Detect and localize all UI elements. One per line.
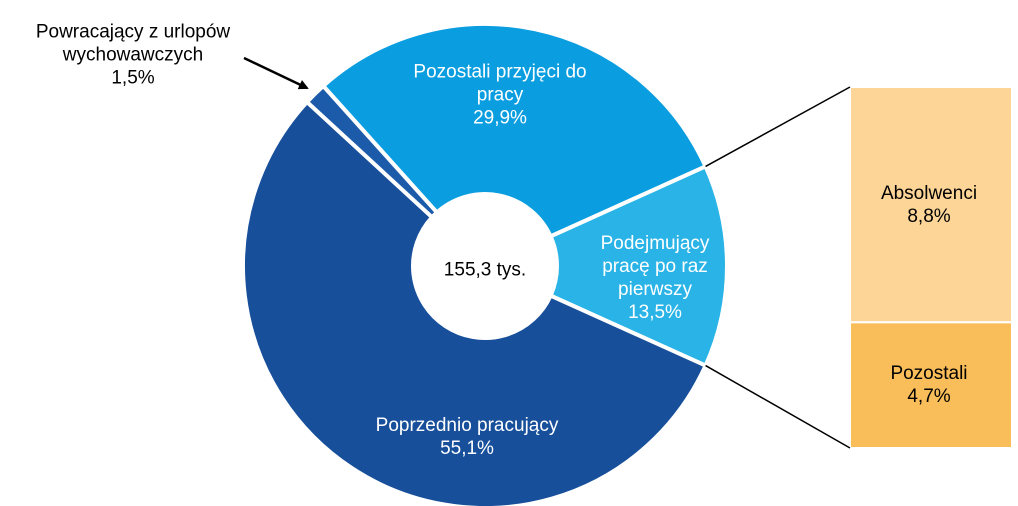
breakdown-label-text: 8,8% bbox=[907, 205, 951, 227]
slice-label-text: 55,1% bbox=[440, 438, 494, 459]
connector-line bbox=[705, 364, 851, 449]
slice-label: Pozostali przyjęci do pracy 29,9% bbox=[400, 61, 600, 130]
annotation-arrow bbox=[243, 56, 309, 90]
slice-label-text: 13,5% bbox=[628, 302, 682, 323]
center-label: 155,3 tys. bbox=[444, 259, 526, 282]
pie-slice bbox=[547, 163, 729, 369]
pie-slice bbox=[304, 83, 440, 221]
slice-label-text: Pozostali przyjęci do pracy bbox=[413, 61, 587, 106]
pie-slice bbox=[241, 99, 709, 506]
slice-label: Podejmujący pracę po raz pierwszy 13,5% bbox=[580, 232, 730, 324]
breakdown-bar bbox=[849, 321, 1013, 449]
slice-label: Poprzednio pracujący 55,1% bbox=[317, 414, 617, 460]
breakdown-label-text: 4,7% bbox=[907, 386, 951, 408]
connector-line bbox=[705, 86, 851, 168]
breakdown-label-text: Absolwenci bbox=[880, 182, 978, 204]
slice-label-text: Poprzednio pracujący bbox=[375, 415, 559, 436]
slice-label-text: Podejmujący pracę po raz pierwszy bbox=[600, 233, 710, 300]
breakdown-label: Absolwenci 8,8% bbox=[854, 182, 1004, 228]
slice-label: Powracający z urlopów wychowawczych 1,5% bbox=[0, 21, 268, 90]
pie-slice bbox=[320, 22, 709, 240]
slice-label-text: Powracający z urlopów wychowawczych bbox=[35, 21, 231, 66]
breakdown-label: Pozostali 4,7% bbox=[854, 362, 1004, 408]
center-label-text: 155,3 tys. bbox=[443, 259, 527, 281]
slice-label-text: 1,5% bbox=[111, 67, 155, 89]
breakdown-label-text: Pozostali bbox=[890, 363, 968, 385]
slice-label-text: 29,9% bbox=[473, 107, 527, 129]
